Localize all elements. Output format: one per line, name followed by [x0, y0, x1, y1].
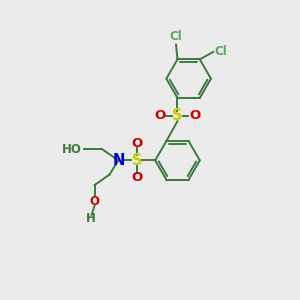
Text: H: H [86, 212, 96, 225]
Text: O: O [131, 136, 142, 150]
Text: S: S [172, 108, 183, 123]
Text: O: O [90, 195, 100, 208]
Text: Cl: Cl [169, 30, 182, 43]
Text: O: O [190, 109, 201, 122]
Text: HO: HO [62, 142, 82, 156]
Text: S: S [131, 153, 142, 168]
Text: N: N [112, 153, 124, 168]
Text: O: O [154, 109, 165, 122]
Text: Cl: Cl [214, 45, 227, 58]
Text: O: O [131, 171, 142, 184]
